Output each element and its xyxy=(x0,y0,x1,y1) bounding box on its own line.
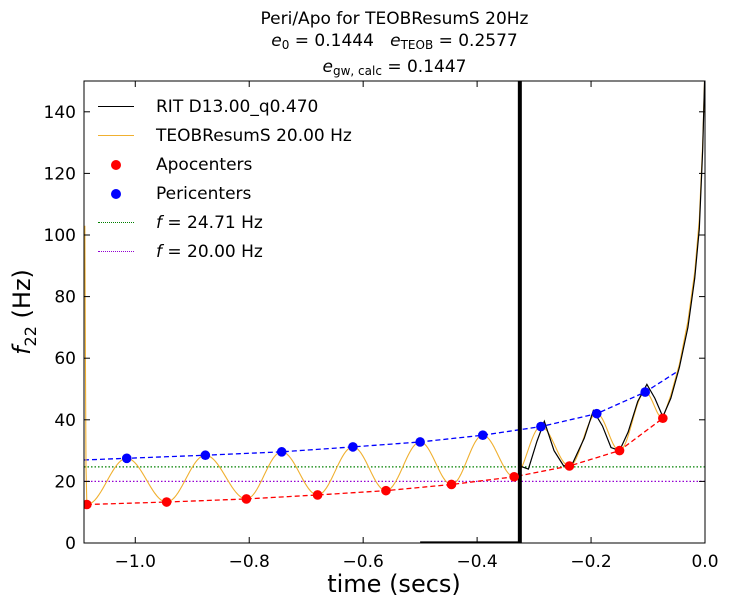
legend-marker-pericenters xyxy=(111,189,121,199)
legend-item-pericenters: Pericenters xyxy=(94,179,352,208)
chart-title: Peri/Apo for TEOBResumS 20Hz e0 = 0.1444… xyxy=(84,8,705,82)
title-line-2: e0 = 0.1444 eTEOB = 0.2577 xyxy=(271,31,518,52)
legend-item-rit: RIT D13.00_q0.470 xyxy=(94,92,352,121)
y-tick-label: 20 xyxy=(54,472,76,492)
pericenter-point xyxy=(200,450,211,461)
y-axis-label: f22 (Hz) xyxy=(8,269,40,355)
x-axis-label: time (secs) xyxy=(327,570,461,598)
apocenter-point xyxy=(84,499,92,510)
pericenter-fit-line xyxy=(84,371,677,461)
pericenter-point xyxy=(478,430,488,441)
apocenter-point xyxy=(312,490,323,500)
y-tick-label: 100 xyxy=(44,226,76,246)
apocenter-point xyxy=(509,471,519,482)
x-tick-label: −0.4 xyxy=(456,552,497,572)
legend-label-teob: TEOBResumS 20.00 Hz xyxy=(156,125,352,146)
x-tick-label: −0.8 xyxy=(229,552,270,572)
apocenter-point xyxy=(241,494,252,504)
pericenter-point xyxy=(348,442,358,452)
x-tick-label: 0.0 xyxy=(691,552,718,572)
legend-label-f1: f = 24.71 Hz xyxy=(156,212,263,233)
y-tick-label: 120 xyxy=(44,164,76,184)
legend-swatch-teob xyxy=(98,135,134,136)
apocenter-point xyxy=(614,445,625,456)
legend-item-f2: f = 20.00 Hz xyxy=(94,237,352,266)
legend: RIT D13.00_q0.470 TEOBResumS 20.00 Hz Ap… xyxy=(94,92,352,266)
pericenter-point xyxy=(536,421,546,432)
pericenter-point xyxy=(591,408,602,419)
legend-item-apocenters: Apocenters xyxy=(94,150,352,179)
y-tick-label: 0 xyxy=(65,534,76,554)
y-tick-label: 140 xyxy=(44,103,76,123)
plot-area xyxy=(84,81,705,543)
apocenter-point xyxy=(381,485,391,496)
y-tick-label: 80 xyxy=(54,288,76,308)
pericenter-point xyxy=(121,453,132,464)
plot-frame xyxy=(83,80,706,544)
y-tick-label: 60 xyxy=(54,349,76,369)
pericenter-point xyxy=(276,447,287,457)
y-tick-label: 40 xyxy=(54,411,76,431)
title-line-1: Peri/Apo for TEOBResumS 20Hz xyxy=(260,9,529,29)
apocenter-point xyxy=(446,479,457,490)
apocenter-point xyxy=(564,461,575,471)
x-tick-label: −0.2 xyxy=(570,552,611,572)
pericenter-point xyxy=(415,437,425,447)
legend-marker-apocenters xyxy=(111,160,121,170)
legend-label-apocenters: Apocenters xyxy=(156,154,253,175)
apocenter-point xyxy=(658,413,668,424)
rit-curve xyxy=(519,81,705,470)
x-tick-label: −0.6 xyxy=(343,552,384,572)
legend-label-pericenters: Pericenters xyxy=(156,183,252,204)
apocenter-point xyxy=(161,497,172,507)
legend-label-f2: f = 20.00 Hz xyxy=(156,241,263,262)
legend-swatch-f2 xyxy=(98,251,134,252)
legend-item-f1: f = 24.71 Hz xyxy=(94,208,352,237)
legend-swatch-rit xyxy=(98,106,134,107)
x-tick-label: −1.0 xyxy=(115,552,156,572)
pericenter-point xyxy=(640,387,650,397)
legend-swatch-f1 xyxy=(98,222,134,223)
title-line-3: egw, calc = 0.1447 xyxy=(322,57,467,78)
legend-label-rit: RIT D13.00_q0.470 xyxy=(156,96,319,117)
legend-item-teob: TEOBResumS 20.00 Hz xyxy=(94,121,352,150)
